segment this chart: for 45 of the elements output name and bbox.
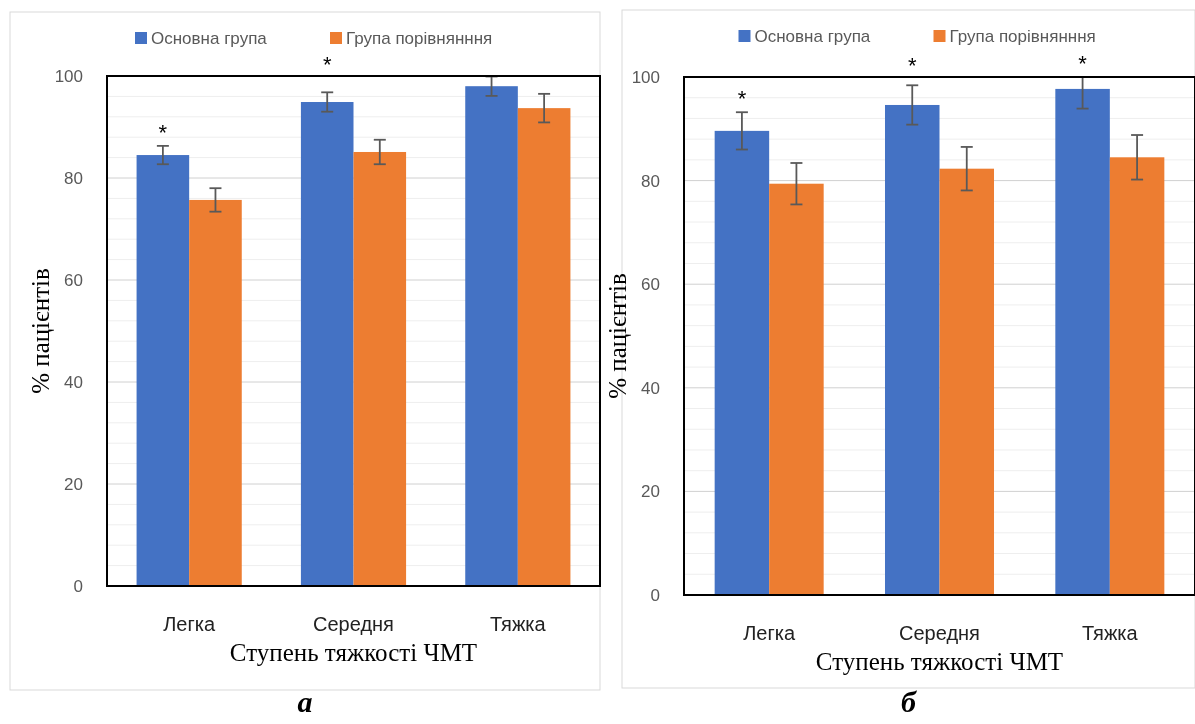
bar (884, 104, 940, 595)
bar (300, 102, 354, 586)
legend-label: Основна група (151, 28, 268, 48)
annotation: * (322, 52, 332, 77)
y-tick-label: 40 (64, 372, 83, 392)
y-tick-label: 100 (54, 66, 83, 86)
y-tick-label: 100 (631, 67, 660, 87)
x-tick-label: Середня (313, 613, 394, 635)
y-tick-label: 60 (64, 270, 83, 290)
bar (189, 199, 242, 586)
bar (1055, 88, 1110, 595)
y-tick-label: 40 (641, 378, 660, 398)
legend-label: Група порівнянння (346, 28, 493, 48)
x-axis-title: Ступень тяжкості ЧМТ (229, 639, 478, 666)
y-tick-label: 60 (641, 275, 660, 295)
y-tick-label: 80 (641, 171, 660, 191)
x-tick-label: Середня (899, 622, 980, 644)
bar (714, 130, 770, 595)
y-tick-label: 20 (64, 474, 83, 494)
y-tick-label: 80 (64, 168, 83, 188)
bar (1109, 157, 1165, 595)
annotation: * (907, 53, 917, 78)
x-tick-label: Тяжка (490, 613, 547, 635)
text: б (901, 685, 918, 718)
annotation: * (737, 86, 747, 112)
x-tick-label: Тяжка (1082, 622, 1139, 644)
bar (769, 183, 824, 595)
y-tick-label: 0 (73, 576, 83, 596)
text: a (297, 685, 313, 718)
bar (136, 155, 190, 586)
bar (939, 168, 995, 595)
y-tick-label: 0 (650, 585, 660, 605)
legend-label: Основна група (754, 26, 871, 46)
y-axis-title: % пацієнтів (604, 273, 631, 399)
y-axis-title: % пацієнтів (27, 268, 54, 394)
legend-label: Група порівнянння (949, 26, 1096, 46)
y-tick-label: 20 (641, 482, 660, 502)
x-axis-title: Ступень тяжкості ЧМТ (815, 648, 1064, 675)
annotation: * (158, 119, 168, 145)
bar (517, 108, 571, 586)
bar (465, 86, 518, 586)
x-tick-label: Легка (743, 622, 796, 644)
x-tick-label: Легка (163, 613, 216, 635)
bar (353, 151, 407, 586)
text: * (1078, 51, 1088, 76)
